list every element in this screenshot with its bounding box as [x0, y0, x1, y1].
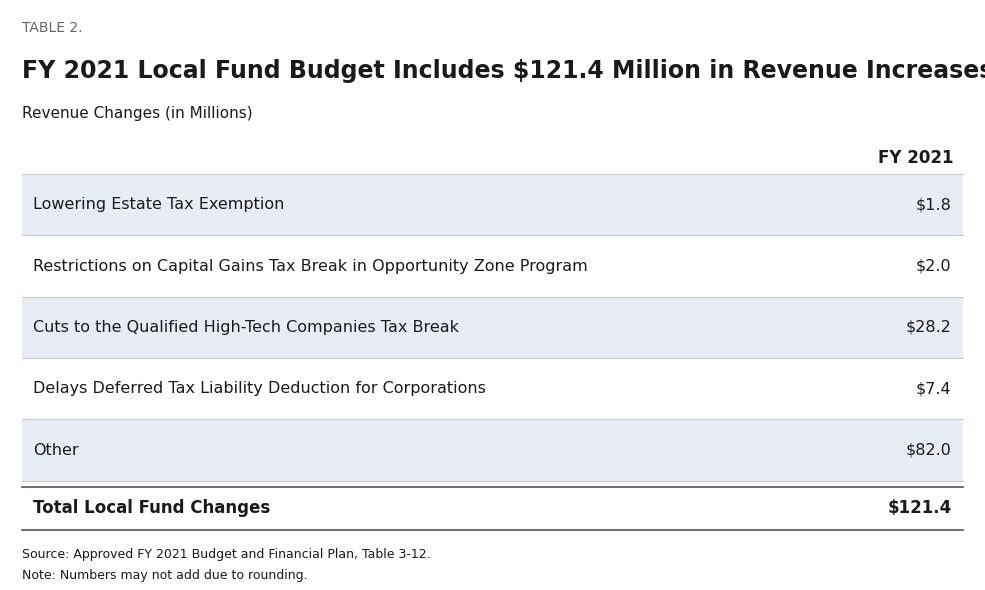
Text: FY 2021: FY 2021	[878, 149, 953, 167]
Text: Note: Numbers may not add due to rounding.: Note: Numbers may not add due to roundin…	[22, 569, 307, 582]
Text: Cuts to the Qualified High-Tech Companies Tax Break: Cuts to the Qualified High-Tech Companie…	[33, 320, 459, 335]
Text: Delays Deferred Tax Liability Deduction for Corporations: Delays Deferred Tax Liability Deduction …	[33, 381, 487, 396]
Text: $82.0: $82.0	[905, 442, 952, 458]
Bar	[22, 174, 963, 235]
Text: $2.0: $2.0	[916, 258, 952, 274]
Text: $121.4: $121.4	[887, 499, 952, 517]
Text: TABLE 2.: TABLE 2.	[22, 21, 82, 35]
Text: Revenue Changes (in Millions): Revenue Changes (in Millions)	[22, 106, 252, 121]
Text: Total Local Fund Changes: Total Local Fund Changes	[33, 499, 271, 517]
Text: $1.8: $1.8	[916, 197, 952, 212]
Text: $28.2: $28.2	[905, 320, 952, 335]
Text: $7.4: $7.4	[916, 381, 952, 396]
Bar	[22, 297, 963, 358]
Text: Lowering Estate Tax Exemption: Lowering Estate Tax Exemption	[33, 197, 285, 212]
Text: FY 2021 Local Fund Budget Includes $121.4 Million in Revenue Increases: FY 2021 Local Fund Budget Includes $121.…	[22, 59, 985, 83]
Text: Restrictions on Capital Gains Tax Break in Opportunity Zone Program: Restrictions on Capital Gains Tax Break …	[33, 258, 588, 274]
Text: Other: Other	[33, 442, 79, 458]
Text: Source: Approved FY 2021 Budget and Financial Plan, Table 3-12.: Source: Approved FY 2021 Budget and Fina…	[22, 548, 430, 560]
Bar	[22, 419, 963, 481]
